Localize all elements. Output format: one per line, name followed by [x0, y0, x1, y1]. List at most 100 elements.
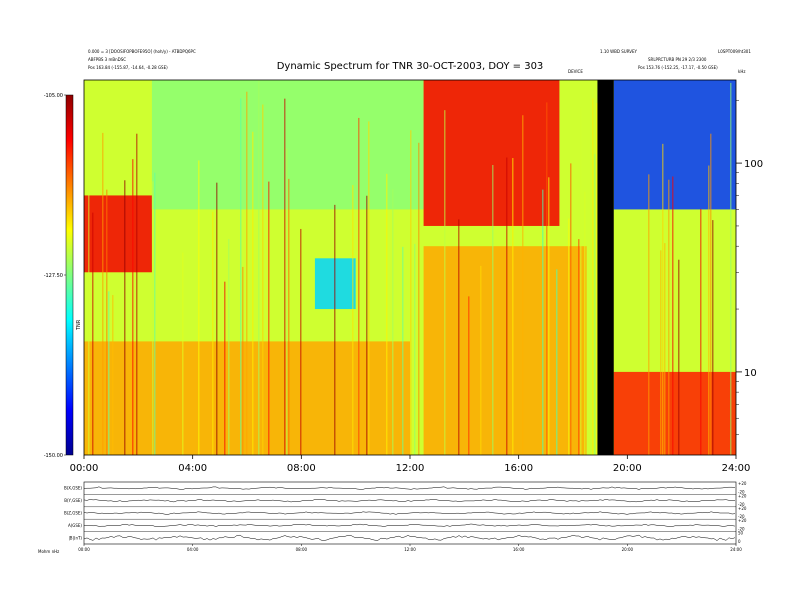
field-row-label: B(Z,GSE) [64, 511, 82, 516]
spectrogram-streak [242, 266, 244, 455]
spectrogram-streak [152, 181, 154, 455]
x-tick-label: 20:00 [613, 463, 642, 474]
field-x-tick-label: 08:00 [296, 547, 308, 552]
spectrogram-streak [268, 181, 270, 456]
header-left-line3: Pos 163.84 (-155.87, -14.64, -0.28 GSE) [88, 65, 168, 70]
spectrogram-streak [648, 174, 650, 456]
spectrogram-streak [108, 291, 110, 455]
gap-marker-label: DEVICE [568, 69, 583, 74]
header-right-code: L0SPT009/ht301 [718, 49, 751, 54]
field-trace [83, 523, 736, 527]
colorbar: -105.00 -127.50 -150.00 TNR [44, 93, 82, 459]
spectrogram-streak [262, 104, 264, 455]
field-x-tick-label: 12:00 [404, 547, 416, 552]
x-tick-label: 12:00 [396, 463, 425, 474]
spectrogram-streak [334, 204, 336, 455]
colorbar-tick-label: -105.00 [44, 93, 63, 99]
spectrogram-band [151, 80, 424, 210]
spectrogram-streak [418, 142, 420, 455]
spectrogram-streak [668, 179, 670, 455]
field-x-ticks: 00:00 04:00 08:00 12:00 16:00 20:00 24:00 [78, 544, 742, 552]
spectrogram-streak [672, 176, 674, 455]
spectrogram-streak [594, 154, 596, 456]
field-right-tick: +20 [738, 493, 747, 498]
spectrogram-streak [712, 220, 714, 455]
data-gap [597, 80, 614, 455]
spectrogram-streak [368, 121, 370, 455]
colorbar-bar [65, 94, 74, 456]
header-left-line2: ABFPBS 3 mBnDSC [88, 57, 126, 62]
spectrogram-streak [708, 165, 710, 456]
spectrogram-streak [154, 172, 156, 455]
spectrogram-streak [710, 133, 712, 455]
spectrogram-streak [392, 189, 394, 455]
spectrogram-data-gap [597, 80, 614, 455]
spectrogram-band [613, 80, 736, 210]
y-axis-ticks: 10 100 [736, 99, 763, 436]
colorbar-tick-label: -150.00 [44, 453, 63, 459]
field-right-tick: +20 [738, 481, 747, 486]
spectrogram-band [613, 371, 736, 455]
spectrogram-streak [92, 212, 94, 455]
spectrogram-streak [596, 102, 598, 455]
spectrogram-streak [492, 165, 494, 455]
field-right-tick: -20 [738, 514, 745, 519]
spectrogram-streak [458, 219, 460, 455]
header-right-line2: SRLPRCTURB PN 29 2/3 2300 [648, 57, 707, 62]
spectrogram-streak [102, 132, 104, 455]
field-right-tick: +20 [738, 518, 747, 523]
spectrogram-streak [402, 246, 404, 455]
spectrogram-streak [136, 133, 138, 455]
spectrogram-streak [506, 157, 508, 456]
header-right-line3: Pos 153.76 (-152.25, -17.17, -0.50 GSE) [638, 65, 718, 70]
field-right-tick: 50 [738, 531, 744, 536]
field-right-tick: -20 [738, 489, 745, 494]
spectrogram-streak [300, 228, 302, 455]
spectrogram-streak [444, 110, 446, 455]
x-tick-label: 04:00 [178, 463, 207, 474]
spectrogram-streak [198, 160, 200, 455]
spectrogram-streak [568, 218, 570, 455]
field-right-tick: 0 [738, 539, 741, 544]
x-tick-label: 16:00 [504, 463, 533, 474]
spectrogram-streak [228, 239, 230, 455]
spectrogram-band [84, 195, 152, 273]
spectrogram-streak [240, 98, 242, 455]
field-row-label: B(Y,GSE) [64, 498, 82, 503]
spectrogram-band [423, 246, 587, 455]
spectrogram-streak [664, 243, 666, 455]
spectrogram-streak [480, 265, 482, 455]
spectrogram-streak [182, 252, 184, 455]
spectrogram-streak [570, 163, 572, 455]
spectrogram-streak [252, 131, 254, 455]
spectrogram-streak [522, 115, 524, 456]
field-x-tick-label: 16:00 [513, 547, 525, 552]
spectrogram-streak [414, 243, 416, 455]
field-rows: B(X,GSE)+20-20B(Y,GSE)+20-20B(Z,GSE)+20-… [64, 481, 747, 544]
footer-label: Mohm nHz [38, 549, 59, 554]
unit-label: kHz [738, 69, 745, 74]
spectrogram-streak [548, 177, 550, 455]
spectrogram-streak [288, 178, 290, 455]
x-tick-label: 24:00 [722, 463, 751, 474]
field-row-label: B(X,GSE) [64, 486, 82, 491]
spectrogram-streak [124, 180, 126, 456]
spectrogram-streak [284, 98, 286, 455]
spectrogram-streak [224, 281, 226, 455]
spectrogram-streak [352, 185, 354, 455]
spectrogram-streak [662, 143, 664, 455]
field-x-tick-label: 24:00 [730, 547, 742, 552]
spectrogram-streak [286, 148, 288, 455]
colorbar-title: TNR [76, 319, 82, 331]
spectrogram-streak [678, 259, 680, 455]
spectrogram-streak [212, 211, 214, 455]
field-trace [83, 486, 736, 490]
field-right-tick: -20 [738, 527, 745, 532]
spectrogram-streak [216, 182, 218, 455]
spectrogram-streak [366, 195, 368, 455]
spectrogram-streak [578, 239, 580, 455]
field-x-tick-label: 00:00 [78, 547, 90, 552]
header-right-line1: 1.10 WBD SURVEY [600, 49, 638, 54]
y-tick-label: 10 [744, 368, 757, 379]
